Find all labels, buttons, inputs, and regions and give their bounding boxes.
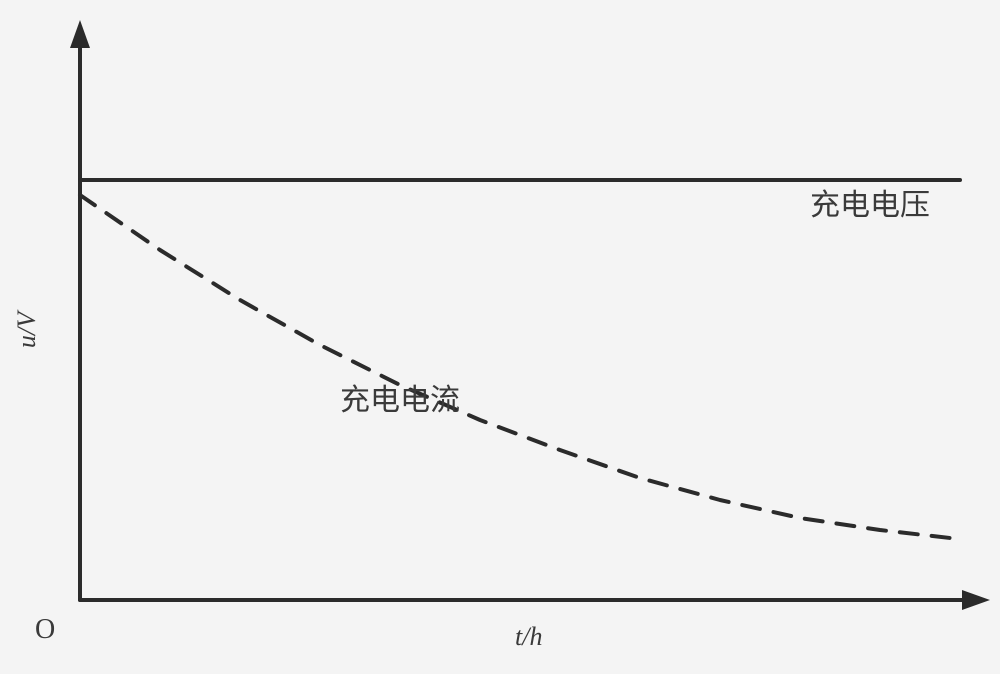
y-axis-label: u/V — [12, 309, 41, 348]
x-axis-label: t/h — [515, 622, 542, 651]
series-label-charging_current: 充电电流 — [340, 384, 460, 417]
chart-container: 充电电压充电电流 Ot/h u/V — [0, 0, 1000, 674]
origin-label: O — [35, 614, 55, 645]
series-label-charging_voltage: 充电电压 — [810, 189, 930, 222]
chart-svg: 充电电压充电电流 Ot/h u/V — [0, 0, 1000, 674]
